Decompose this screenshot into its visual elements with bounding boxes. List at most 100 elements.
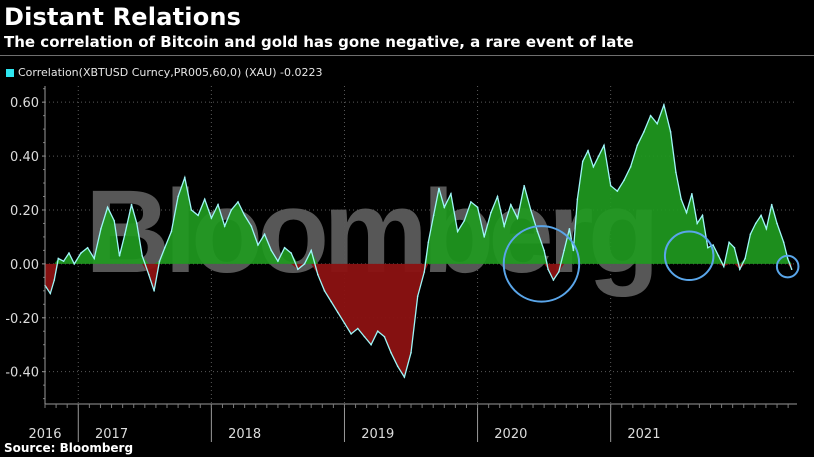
- data-point: [427, 241, 430, 244]
- data-point: [237, 201, 239, 203]
- data-point: [760, 214, 762, 217]
- x-tick-label: 2016: [28, 427, 61, 442]
- data-point: [490, 211, 492, 214]
- data-point: [53, 279, 56, 281]
- data-point: [790, 268, 793, 271]
- y-tick-label: 0.00: [10, 258, 39, 273]
- data-point: [707, 246, 709, 249]
- data-point: [738, 268, 741, 271]
- negative-correlation-area: [45, 263, 792, 378]
- data-point: [675, 171, 677, 174]
- y-tick-label: -0.20: [5, 312, 39, 327]
- data-point: [656, 122, 659, 125]
- data-point: [563, 249, 565, 252]
- highlight-circle: [663, 230, 715, 282]
- data-point: [782, 241, 785, 244]
- data-point: [572, 249, 575, 252]
- data-point: [691, 192, 693, 195]
- data-point: [270, 249, 273, 252]
- data-point: [636, 144, 639, 147]
- data-point: [310, 249, 312, 252]
- data-point: [148, 273, 150, 276]
- data-point: [303, 263, 306, 265]
- data-point: [503, 225, 505, 227]
- data-point: [744, 257, 746, 260]
- data-point: [557, 271, 560, 273]
- data-point: [403, 376, 406, 378]
- data-point: [177, 195, 179, 198]
- data-point: [68, 252, 70, 254]
- data-point: [363, 335, 366, 338]
- y-tick-label: 0.40: [10, 150, 39, 165]
- data-point: [62, 260, 65, 262]
- positive-correlation-area: [45, 104, 792, 264]
- data-point: [153, 290, 155, 292]
- legend: Correlation(XBTUSD Curncy,PR005,60,0) (X…: [6, 66, 322, 79]
- data-point: [776, 222, 778, 225]
- data-point: [383, 335, 386, 338]
- data-point: [470, 201, 472, 203]
- data-point: [170, 230, 173, 233]
- data-point: [343, 322, 346, 324]
- data-point: [530, 209, 532, 211]
- data-point: [124, 233, 126, 236]
- data-point: [210, 217, 213, 219]
- data-point: [516, 217, 519, 219]
- data-point: [685, 211, 688, 214]
- x-tick-label: 2020: [494, 427, 527, 442]
- data-point: [290, 252, 293, 254]
- y-tick-label: 0.20: [10, 204, 39, 219]
- data-point: [330, 300, 332, 303]
- data-point: [297, 268, 299, 271]
- data-point: [587, 149, 589, 152]
- data-point: [701, 214, 704, 217]
- data-point: [158, 260, 161, 262]
- title-divider: [0, 55, 814, 56]
- data-point: [728, 241, 730, 244]
- y-tick-label: 0.60: [10, 96, 39, 111]
- data-point: [712, 244, 714, 246]
- data-point: [396, 365, 399, 368]
- data-point: [680, 198, 683, 200]
- data-point: [696, 222, 698, 225]
- data-point: [250, 225, 253, 227]
- data-point: [576, 198, 579, 200]
- data-point: [350, 333, 352, 335]
- data-point: [106, 206, 109, 209]
- x-tick-label: 2021: [627, 427, 660, 442]
- data-point: [754, 222, 757, 225]
- chart-subtitle: The correlation of Bitcoin and gold has …: [4, 33, 634, 51]
- data-point: [141, 254, 143, 257]
- data-point: [552, 279, 555, 281]
- data-point: [496, 195, 499, 198]
- legend-label: Correlation(XBTUSD Curncy,PR005,60,0) (X…: [18, 66, 323, 79]
- data-point: [80, 252, 82, 254]
- data-point: [749, 233, 752, 236]
- data-point: [649, 114, 652, 117]
- data-point: [643, 131, 645, 133]
- data-point: [456, 230, 459, 233]
- data-point: [190, 209, 193, 211]
- data-point: [536, 230, 539, 233]
- data-point: [118, 254, 121, 257]
- data-point: [597, 155, 600, 157]
- data-point: [717, 254, 720, 257]
- data-point: [100, 228, 102, 230]
- data-point: [243, 214, 246, 217]
- data-point: [230, 209, 233, 211]
- data-point: [623, 179, 625, 182]
- y-tick-label: -0.40: [5, 366, 39, 381]
- source-note: Source: Bloomberg: [4, 441, 134, 455]
- data-point: [86, 246, 89, 249]
- highlight-circle: [775, 254, 800, 279]
- data-point: [257, 244, 259, 246]
- data-point: [609, 184, 612, 187]
- data-point: [450, 192, 452, 195]
- data-point: [581, 160, 584, 163]
- x-tick-label: 2019: [361, 427, 394, 442]
- data-point: [410, 351, 412, 354]
- data-point: [770, 203, 773, 206]
- highlight-circle: [502, 225, 581, 303]
- data-point: [370, 343, 372, 346]
- data-point: [73, 263, 76, 265]
